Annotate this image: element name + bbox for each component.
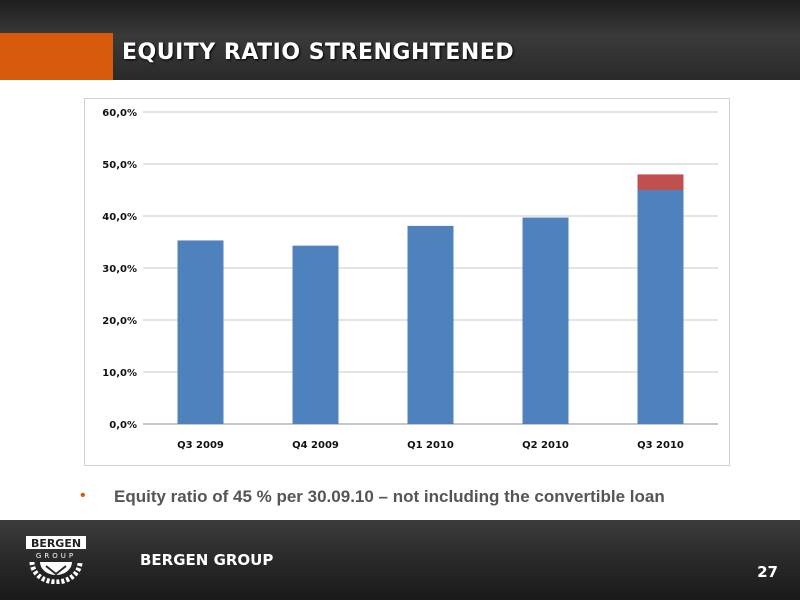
logo-text-bottom: GROUP	[36, 552, 76, 560]
page-number: 27	[757, 563, 778, 581]
logo-text-top: BERGEN	[31, 537, 81, 550]
x-tick-label: Q4 2009	[292, 440, 339, 451]
chart-container: 0,0% 10,0% 20,0% 30,0% 40,0% 50,0% 60,0% Q3 20…	[84, 98, 730, 466]
bar-segment-convertible	[637, 174, 684, 190]
x-axis-labels: Q3 2009 Q4 2009 Q1 2010 Q2 2010 Q3 2010	[177, 440, 684, 451]
bar-equity-ratio	[292, 245, 339, 424]
x-tick-label: Q3 2010	[637, 440, 684, 451]
y-tick-label: 0,0%	[109, 420, 137, 431]
x-tick-label: Q2 2010	[522, 440, 569, 451]
bar-equity-ratio	[407, 225, 454, 424]
bar-equity-ratio	[522, 217, 569, 424]
bullet-marker: •	[80, 487, 86, 504]
bars	[177, 174, 684, 424]
x-tick-label: Q1 2010	[407, 440, 454, 451]
bar-equity-ratio	[637, 190, 684, 424]
bar-equity-ratio	[177, 240, 224, 424]
footer-bar	[0, 520, 800, 600]
x-tick-label: Q3 2009	[177, 440, 224, 451]
header-accent-block	[0, 33, 113, 80]
bullet-item: • Equity ratio of 45 % per 30.09.10 – no…	[80, 487, 780, 509]
y-tick-label: 20,0%	[102, 316, 137, 327]
y-tick-label: 50,0%	[102, 160, 137, 171]
slide-title: EQUITY RATIO STRENGHTENED	[122, 40, 515, 65]
bullet-text: Equity ratio of 45 % per 30.09.10 – not …	[114, 487, 665, 506]
equity-ratio-chart: 0,0% 10,0% 20,0% 30,0% 40,0% 50,0% 60,0% Q3 20…	[102, 108, 718, 451]
footer-brand-name: BERGEN GROUP	[140, 551, 274, 569]
y-tick-label: 60,0%	[102, 108, 137, 119]
y-tick-label: 40,0%	[102, 212, 137, 223]
header-bar	[0, 0, 800, 80]
y-tick-label: 30,0%	[102, 264, 137, 275]
bergen-group-logo: BERGEN GROUP	[26, 536, 86, 584]
y-axis-labels: 0,0% 10,0% 20,0% 30,0% 40,0% 50,0% 60,0%	[102, 108, 137, 431]
y-tick-label: 10,0%	[102, 368, 137, 379]
